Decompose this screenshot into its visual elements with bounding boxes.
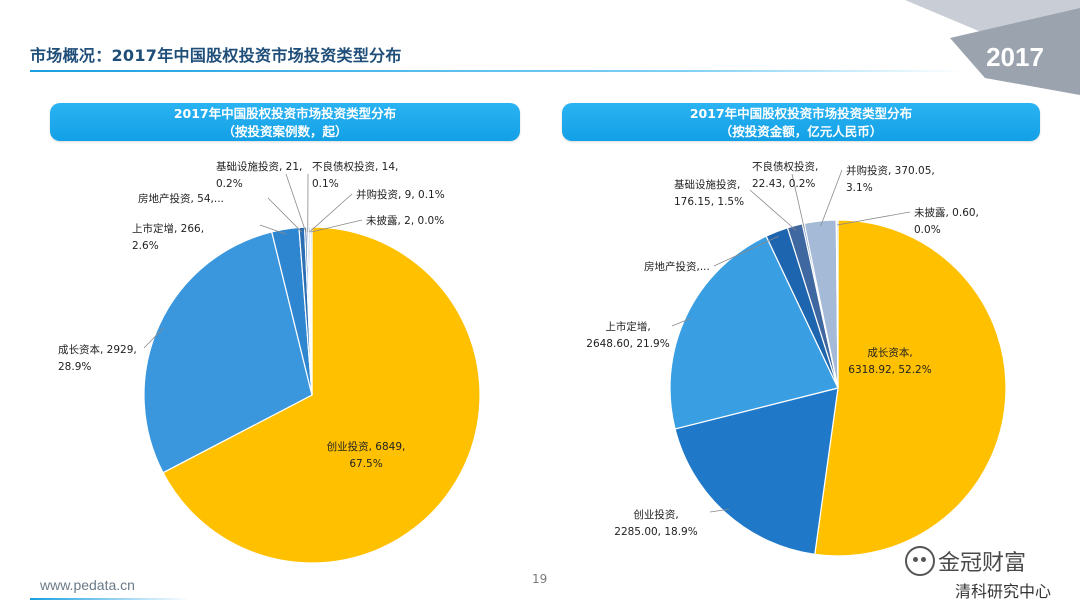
slice-label-value-4: 0.2% xyxy=(216,178,243,190)
right-chart-header: 2017年中国股权投资市场投资类型分布 （按投资金额，亿元人民币） xyxy=(562,103,1040,141)
slice-label-4: 基础设施投资, xyxy=(674,178,740,191)
slice-label-7: 未披露, 0.60, xyxy=(914,206,979,219)
leader-line-3 xyxy=(267,197,303,233)
watermark-source: 清科研究中心 xyxy=(955,582,1052,601)
pie-labels: 成长资本, 6318.92, 52.2% 创业投资, 2285.00, 18.9% 上市… xyxy=(586,160,979,538)
slice-label-value-1: 2285.00, 18.9% xyxy=(614,526,697,538)
leader-line-4 xyxy=(749,189,797,231)
slice-label-1: 成长资本, 2929, xyxy=(58,343,137,356)
leader-line-4 xyxy=(285,173,307,233)
leader-line-1 xyxy=(709,508,730,513)
pie-slice-slice-7[interactable] xyxy=(309,226,313,396)
pie-chart-by-count: 创业投资, 6849, 67.5% 成长资本, 2929, 28.9% 上市定增, 26… xyxy=(58,160,481,564)
header-decoration xyxy=(905,0,1080,95)
slice-label-1: 创业投资, xyxy=(633,508,678,521)
slice-label-5: 不良债权投资, xyxy=(752,160,818,173)
pie-slices xyxy=(143,226,481,564)
pie-slice-slice-2[interactable] xyxy=(669,235,839,430)
slice-label-7: 未披露, 2, 0.0% xyxy=(366,214,444,227)
slice-label-5: 不良债权投资, 14, xyxy=(312,160,398,173)
pie-labels: 创业投资, 6849, 67.5% 成长资本, 2929, 28.9% 上市定增, 26… xyxy=(58,160,445,470)
slice-label-0: 创业投资, 6849, xyxy=(327,440,406,453)
leader-line-3 xyxy=(713,235,779,267)
leader-line-6 xyxy=(820,169,843,227)
pie-slices xyxy=(669,219,1007,557)
leader-line-7 xyxy=(837,211,911,226)
pie-chart-by-amount: 成长资本, 6318.92, 52.2% 创业投资, 2285.00, 18.9% 上市… xyxy=(586,160,1007,557)
slice-label-6: 并购投资, 9, 0.1% xyxy=(356,188,445,201)
slice-label-value-0: 67.5% xyxy=(349,458,382,470)
year-badge: 2017 xyxy=(986,41,1044,72)
leader-line-7 xyxy=(311,219,363,233)
slice-label-6: 并购投资, 370.05, xyxy=(846,164,935,177)
footer-url[interactable]: www.pedata.cn xyxy=(40,577,135,593)
pie-slice-slice-0[interactable] xyxy=(162,226,481,564)
title-divider xyxy=(30,70,965,72)
slice-label-value-7: 0.0% xyxy=(914,224,941,236)
wechat-icon xyxy=(905,546,935,576)
pie-slice-slice-0[interactable] xyxy=(814,219,1007,557)
slice-label-4: 基础设施投资, 21, xyxy=(216,160,302,173)
slice-label-value-5: 0.1% xyxy=(312,178,339,190)
slice-label-value-2: 2.6% xyxy=(132,240,159,252)
slice-label-3: 房地产投资, 54,... xyxy=(138,192,224,205)
slice-label-value-1: 28.9% xyxy=(58,361,91,373)
slice-label-0: 成长资本, xyxy=(867,346,912,359)
slice-label-2: 上市定增, 266, xyxy=(132,222,204,235)
right-chart-title: 2017年中国股权投资市场投资类型分布 xyxy=(689,106,913,121)
slice-label-value-4: 176.15, 1.5% xyxy=(674,196,744,208)
left-chart-subtitle: （按投资案例数，起） xyxy=(222,124,348,139)
leader-line-6 xyxy=(309,193,353,233)
left-chart-header: 2017年中国股权投资市场投资类型分布 （按投资案例数，起） xyxy=(50,103,520,141)
slice-label-value-6: 3.1% xyxy=(846,182,873,194)
leader-line-2 xyxy=(259,224,287,235)
watermark-text: 金冠财富 xyxy=(938,551,1027,576)
page-title: 市场概况：2017年中国股权投资市场投资类型分布 xyxy=(30,46,402,65)
leader-line-5 xyxy=(791,173,805,229)
pie-slice-slice-7[interactable] xyxy=(835,219,839,389)
footer-divider xyxy=(30,598,190,600)
pie-slice-slice-1[interactable] xyxy=(143,231,313,474)
slice-label-3: 房地产投资,... xyxy=(644,260,710,273)
leader-line-1 xyxy=(143,327,164,349)
slice-label-value-2: 2648.60, 21.9% xyxy=(586,338,669,350)
pie-slice-slice-1[interactable] xyxy=(674,387,839,556)
leader-line-2 xyxy=(671,317,691,327)
page-number: 19 xyxy=(532,572,548,586)
slice-label-2: 上市定增, xyxy=(605,320,650,333)
left-chart-title: 2017年中国股权投资市场投资类型分布 xyxy=(173,106,397,121)
slice-label-value-0: 6318.92, 52.2% xyxy=(848,364,931,376)
slice-label-value-5: 22.43, 0.2% xyxy=(752,178,815,190)
right-chart-subtitle: （按投资金额，亿元人民币） xyxy=(719,124,883,139)
